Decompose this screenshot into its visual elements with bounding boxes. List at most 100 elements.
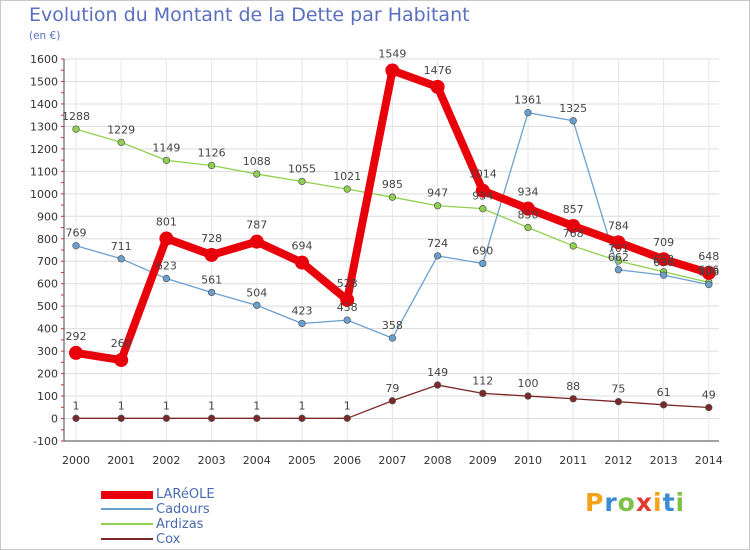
y-tick-label: 1000 bbox=[30, 188, 58, 201]
data-point bbox=[388, 334, 397, 342]
x-tick-label: 2004 bbox=[243, 454, 271, 467]
data-label: 638 bbox=[653, 256, 674, 269]
data-label: 1549 bbox=[378, 47, 406, 60]
x-tick-label: 2001 bbox=[107, 454, 135, 467]
data-label: 1 bbox=[118, 399, 125, 412]
x-tick-label: 2008 bbox=[424, 454, 452, 467]
data-point bbox=[117, 414, 125, 422]
data-label: 934 bbox=[518, 186, 539, 199]
data-point bbox=[114, 353, 129, 368]
data-point bbox=[207, 161, 216, 170]
data-label: 292 bbox=[66, 330, 87, 343]
data-label: 711 bbox=[111, 240, 132, 253]
data-point bbox=[343, 185, 351, 193]
x-tick-label: 2002 bbox=[152, 454, 180, 467]
data-point bbox=[479, 205, 487, 213]
data-point bbox=[569, 117, 577, 125]
data-label: 606 bbox=[698, 263, 719, 276]
y-tick-label: -100 bbox=[33, 435, 58, 448]
data-point bbox=[162, 274, 171, 283]
data-label: 1229 bbox=[107, 123, 135, 136]
data-point bbox=[433, 202, 442, 210]
data-label: 1 bbox=[208, 399, 215, 412]
data-label: 653 bbox=[653, 253, 674, 266]
data-label: 528 bbox=[337, 277, 358, 290]
data-label: 1 bbox=[299, 399, 306, 412]
data-point bbox=[117, 138, 125, 147]
data-label: 1325 bbox=[559, 102, 587, 115]
logo-letter: o bbox=[617, 488, 636, 517]
data-point bbox=[569, 242, 577, 250]
data-point bbox=[385, 63, 400, 78]
x-tick-label: 2006 bbox=[333, 454, 361, 467]
data-point bbox=[701, 265, 716, 280]
data-label: 596 bbox=[698, 266, 719, 279]
data-label: 1088 bbox=[243, 155, 271, 168]
data-point bbox=[298, 319, 306, 328]
data-label: 769 bbox=[66, 227, 87, 240]
data-label: 934 bbox=[472, 190, 493, 203]
data-point bbox=[72, 414, 80, 422]
data-point bbox=[611, 235, 626, 250]
legend-label-cadours: Cadours bbox=[156, 502, 210, 517]
data-label: 49 bbox=[702, 389, 716, 402]
data-point bbox=[253, 301, 261, 309]
x-tick-label: 2010 bbox=[514, 454, 542, 467]
data-label: 768 bbox=[563, 227, 584, 240]
data-label: 801 bbox=[156, 216, 177, 229]
data-label: 149 bbox=[427, 366, 448, 379]
data-label: 728 bbox=[201, 232, 222, 245]
data-label: 88 bbox=[566, 380, 580, 393]
data-label: 423 bbox=[292, 304, 313, 317]
data-label: 260 bbox=[111, 337, 132, 350]
data-point bbox=[249, 234, 264, 249]
data-point bbox=[479, 259, 487, 268]
data-point bbox=[72, 125, 80, 133]
data-point bbox=[388, 193, 397, 201]
data-label: 1021 bbox=[333, 170, 361, 183]
data-label: 1014 bbox=[469, 168, 497, 181]
data-label: 787 bbox=[246, 219, 267, 232]
chart-title: Evolution du Montant de la Dette par Hab… bbox=[29, 4, 470, 26]
data-label: 358 bbox=[382, 319, 403, 332]
y-tick-label: 0 bbox=[51, 413, 58, 426]
data-label: 784 bbox=[608, 219, 629, 232]
data-point bbox=[253, 414, 261, 422]
data-label: 1288 bbox=[62, 110, 90, 123]
data-point bbox=[479, 389, 487, 398]
logo-letter: i bbox=[653, 488, 663, 517]
y-tick-label: 200 bbox=[37, 368, 58, 381]
data-point bbox=[295, 255, 309, 270]
data-point bbox=[433, 381, 442, 389]
data-point bbox=[207, 288, 216, 297]
y-tick-label: 100 bbox=[37, 390, 58, 403]
data-label: 857 bbox=[563, 203, 584, 216]
data-label: 504 bbox=[246, 286, 267, 299]
data-point bbox=[659, 401, 668, 409]
data-label: 561 bbox=[201, 273, 222, 286]
data-point bbox=[162, 156, 171, 164]
legend-swatch-cadours bbox=[101, 508, 153, 510]
legend-label-lareole: LARéOLE bbox=[156, 487, 215, 502]
data-point bbox=[298, 177, 306, 186]
data-point bbox=[388, 397, 397, 405]
logo-letter: i bbox=[675, 488, 686, 517]
data-point bbox=[343, 316, 351, 324]
x-tick-label: 2003 bbox=[198, 454, 226, 467]
data-point bbox=[430, 79, 445, 94]
data-point bbox=[207, 414, 216, 422]
data-point bbox=[340, 292, 355, 307]
x-tick-label: 2005 bbox=[288, 454, 316, 467]
x-tick-label: 2012 bbox=[604, 454, 632, 467]
data-label: 947 bbox=[427, 187, 448, 200]
data-point bbox=[159, 231, 174, 246]
chart-subtitle: (en €) bbox=[29, 30, 61, 42]
y-tick-label: 1500 bbox=[30, 75, 58, 88]
x-tick-label: 2014 bbox=[695, 454, 723, 467]
y-tick-label: 600 bbox=[37, 278, 58, 291]
legend-label-ardizas: Ardizas bbox=[156, 517, 204, 532]
data-label: 709 bbox=[653, 236, 674, 249]
y-tick-label: 900 bbox=[37, 210, 58, 223]
logo-letter: t bbox=[662, 488, 676, 517]
